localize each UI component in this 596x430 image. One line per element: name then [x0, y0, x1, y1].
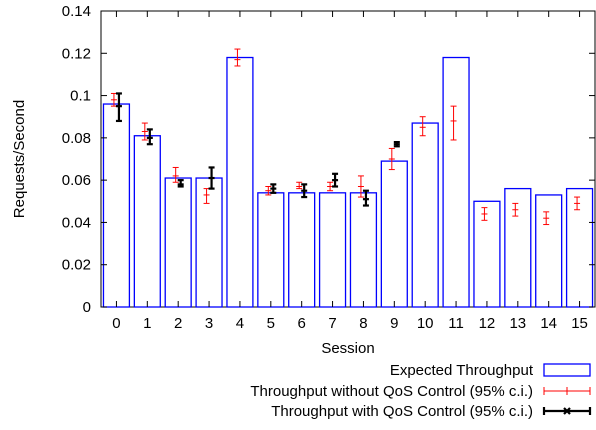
errorbar-with-qos: [362, 189, 369, 207]
y-tick-label: 0.08: [62, 130, 91, 147]
without-qos-errorbars: [110, 48, 581, 226]
y-tick-label: 0.02: [62, 257, 91, 274]
bar-expected: [411, 122, 439, 308]
bar-expected: [349, 192, 378, 308]
bar-expected: [442, 56, 470, 308]
errorbar-with-qos: [208, 166, 215, 190]
x-tick-label: 15: [571, 315, 588, 332]
legend-label: Throughput with QoS Control (95% c.i.): [271, 403, 533, 420]
y-tick-label: 0.14: [62, 3, 91, 20]
bar-expected: [133, 135, 161, 308]
plot-area-border: [100, 10, 596, 308]
plot-frame: [100, 10, 596, 308]
errorbar-with-qos: [177, 179, 184, 188]
x-tick-label: 8: [359, 315, 367, 332]
errorbar-without-qos: [512, 202, 519, 217]
x-tick-label: 2: [174, 315, 182, 332]
with-qos-errorbars: [115, 92, 400, 207]
errorbar-without-qos: [388, 147, 395, 171]
x-tick-label: 12: [479, 315, 496, 332]
bar-expected: [504, 187, 532, 308]
errorbar-without-qos: [265, 185, 272, 196]
legend-entry: Expected Throughput: [390, 362, 591, 379]
x-tick-label: 14: [540, 315, 557, 332]
errorbar-without-qos: [296, 181, 303, 190]
y-axis: 0 0.02 0.04 0.06 0.08 0.1 0.12 0.14: [62, 3, 595, 316]
errorbar-without-qos: [543, 211, 550, 226]
x-tick-label: 3: [205, 315, 213, 332]
y-axis-title: Requests/Second: [11, 100, 28, 218]
legend-swatch-bar: [543, 363, 591, 377]
x-tick-label: 6: [298, 315, 306, 332]
bar-expected: [195, 177, 223, 308]
legend: Expected Throughput Throughput without Qo…: [250, 362, 592, 420]
legend-swatch-marker: [563, 407, 571, 415]
x-tick-label: 10: [417, 315, 434, 332]
x-axis-title: Session: [321, 340, 374, 357]
bar-expected: [318, 192, 347, 308]
errorbar-with-qos: [270, 183, 277, 194]
x-tick-label: 11: [448, 315, 464, 332]
bar-expected: [473, 200, 501, 308]
legend-label: Throughput without QoS Control (95% c.i.…: [250, 383, 533, 400]
errorbar-without-qos: [450, 105, 457, 141]
x-axis: 0 1 2 3 4 5 6 7 8 9 10 11 12 13 14 15: [112, 11, 588, 332]
x-tick-label: 5: [267, 315, 275, 332]
x-tick-label: 0: [112, 315, 120, 332]
errorbar-without-qos: [172, 166, 179, 183]
bar-expected: [380, 160, 408, 308]
errorbar-with-qos: [115, 92, 122, 123]
x-tick-label: 7: [328, 315, 336, 332]
bar-expected: [257, 192, 285, 308]
bar-expected: [226, 56, 254, 308]
bar-expected: [164, 177, 192, 308]
bar-expected: [102, 103, 131, 308]
y-tick-label: 0.12: [62, 45, 91, 62]
errorbar-with-qos: [332, 172, 339, 188]
x-tick-label: 1: [143, 315, 151, 332]
errorbar-without-qos: [203, 188, 210, 204]
legend-label: Expected Throughput: [390, 362, 534, 379]
y-tick-label: 0: [83, 299, 91, 316]
bar-expected: [565, 187, 594, 308]
errorbar-without-qos: [357, 175, 364, 198]
errorbar-with-qos: [146, 128, 153, 146]
errorbar-with-qos: [301, 183, 308, 199]
y-tick-label: 0.06: [62, 172, 91, 189]
y-tick-label: 0.04: [62, 214, 91, 231]
y-tick-label: 0.1: [70, 88, 91, 105]
bar-expected: [288, 192, 316, 308]
errorbar-without-qos: [141, 122, 148, 141]
errorbar-without-qos: [234, 48, 241, 67]
x-tick-label: 4: [236, 315, 244, 332]
errorbar-without-qos: [419, 116, 426, 137]
errorbar-without-qos: [481, 207, 488, 221]
errorbar-with-qos: [393, 140, 400, 148]
legend-entry: Throughput without QoS Control (95% c.i.…: [250, 383, 591, 400]
errorbar-without-qos: [327, 181, 334, 192]
x-tick-label: 9: [390, 315, 398, 332]
x-tick-label: 13: [509, 315, 526, 332]
errorbar-without-qos: [574, 196, 581, 211]
legend-entry: Throughput with QoS Control (95% c.i.): [271, 403, 592, 420]
